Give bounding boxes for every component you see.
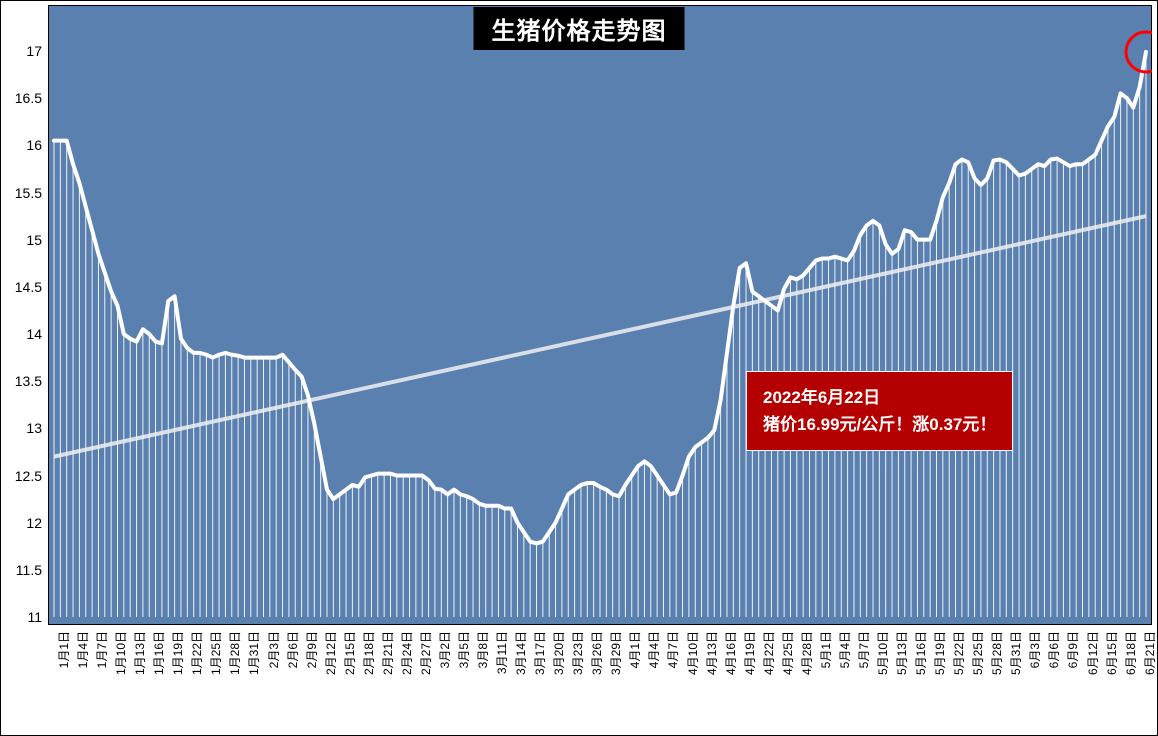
x-tick: 5月31日	[1010, 631, 1022, 675]
x-tick: 4月7日	[667, 631, 679, 668]
x-tick: 1月28日	[229, 631, 241, 675]
x-tick: 3月8日	[477, 631, 489, 668]
chart-frame: 生猪价格走势图 2022年6月22日 猪价16.99元/公斤！涨0.37元！ 1…	[0, 0, 1158, 736]
x-tick: 5月16日	[915, 631, 927, 675]
y-tick: 15	[2, 232, 42, 248]
x-tick: 2月24日	[401, 631, 413, 675]
x-tick: 2月15日	[344, 631, 356, 675]
highlight-circle	[1126, 32, 1152, 72]
x-tick: 2月9日	[306, 631, 318, 668]
y-tick: 16	[2, 137, 42, 153]
x-tick: 5月25日	[972, 631, 984, 675]
x-tick: 1月22日	[191, 631, 203, 675]
x-tick: 1月7日	[96, 631, 108, 668]
x-tick: 4月10日	[687, 631, 699, 675]
x-tick: 3月29日	[610, 631, 622, 675]
x-tick: 4月1日	[629, 631, 641, 668]
x-tick: 6月21日	[1144, 631, 1156, 675]
x-tick: 2月3日	[268, 631, 280, 668]
x-tick: 3月11日	[496, 631, 508, 674]
callout-line-2: 猪价16.99元/公斤！涨0.37元！	[763, 411, 996, 438]
x-tick: 2月12日	[325, 631, 337, 675]
x-tick: 5月4日	[839, 631, 851, 668]
x-tick: 5月1日	[820, 631, 832, 668]
x-tick: 5月28日	[991, 631, 1003, 675]
y-tick: 16.5	[2, 90, 42, 106]
x-tick: 5月22日	[953, 631, 965, 675]
callout-line-1: 2022年6月22日	[763, 384, 996, 411]
chart-svg	[48, 5, 1152, 625]
x-tick: 3月14日	[515, 631, 527, 675]
price-callout: 2022年6月22日 猪价16.99元/公斤！涨0.37元！	[746, 371, 1013, 451]
x-tick: 3月2日	[439, 631, 451, 668]
x-tick: 4月4日	[648, 631, 660, 668]
x-tick: 3月5日	[458, 631, 470, 668]
x-tick: 6月12日	[1087, 631, 1099, 675]
x-tick: 1月19日	[172, 631, 184, 675]
x-tick: 2月6日	[287, 631, 299, 668]
x-tick: 1月25日	[210, 631, 222, 675]
y-tick: 11	[2, 609, 42, 625]
x-tick: 1月13日	[134, 631, 146, 675]
y-tick: 12.5	[2, 468, 42, 484]
x-tick: 5月13日	[896, 631, 908, 675]
x-tick: 4月25日	[782, 631, 794, 675]
x-tick: 5月10日	[877, 631, 889, 675]
y-tick: 14	[2, 326, 42, 342]
y-tick: 14.5	[2, 279, 42, 295]
x-tick: 2月18日	[363, 631, 375, 675]
x-tick: 4月13日	[706, 631, 718, 675]
x-tick: 2月27日	[420, 631, 432, 675]
x-tick: 6月18日	[1125, 631, 1137, 675]
x-tick: 4月28日	[801, 631, 813, 675]
y-tick: 17	[2, 43, 42, 59]
y-tick: 11.5	[2, 562, 42, 578]
y-tick: 15.5	[2, 185, 42, 201]
x-tick: 2月21日	[382, 631, 394, 675]
x-tick: 3月17日	[534, 631, 546, 675]
x-tick: 3月23日	[572, 631, 584, 675]
x-tick: 1月16日	[153, 631, 165, 675]
x-tick: 1月10日	[115, 631, 127, 675]
x-tick: 1月4日	[77, 631, 89, 668]
x-tick: 6月3日	[1029, 631, 1041, 668]
x-tick: 1月31日	[248, 631, 260, 675]
price-line	[54, 52, 1146, 543]
x-tick: 6月15日	[1106, 631, 1118, 675]
x-tick: 4月22日	[763, 631, 775, 675]
x-tick: 4月19日	[744, 631, 756, 675]
x-tick: 5月19日	[934, 631, 946, 675]
y-tick: 13	[2, 420, 42, 436]
x-tick: 4月16日	[725, 631, 737, 675]
x-tick: 3月26日	[591, 631, 603, 675]
y-tick: 13.5	[2, 373, 42, 389]
x-tick: 6月6日	[1048, 631, 1060, 668]
x-tick: 1月1日	[58, 631, 70, 668]
x-tick: 5月7日	[858, 631, 870, 668]
x-tick: 6月9日	[1067, 631, 1079, 668]
y-tick: 12	[2, 515, 42, 531]
x-tick: 3月20日	[553, 631, 565, 675]
